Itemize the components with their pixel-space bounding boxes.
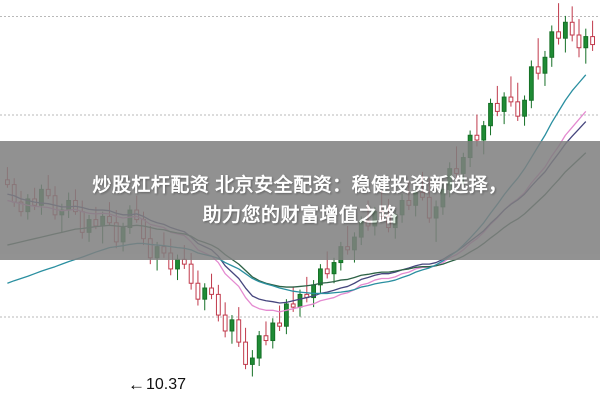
candlesticks xyxy=(4,3,596,377)
ma-line-MA-navy xyxy=(7,121,587,304)
gridlines xyxy=(0,16,600,318)
ma-line-MA-pink xyxy=(7,110,587,313)
